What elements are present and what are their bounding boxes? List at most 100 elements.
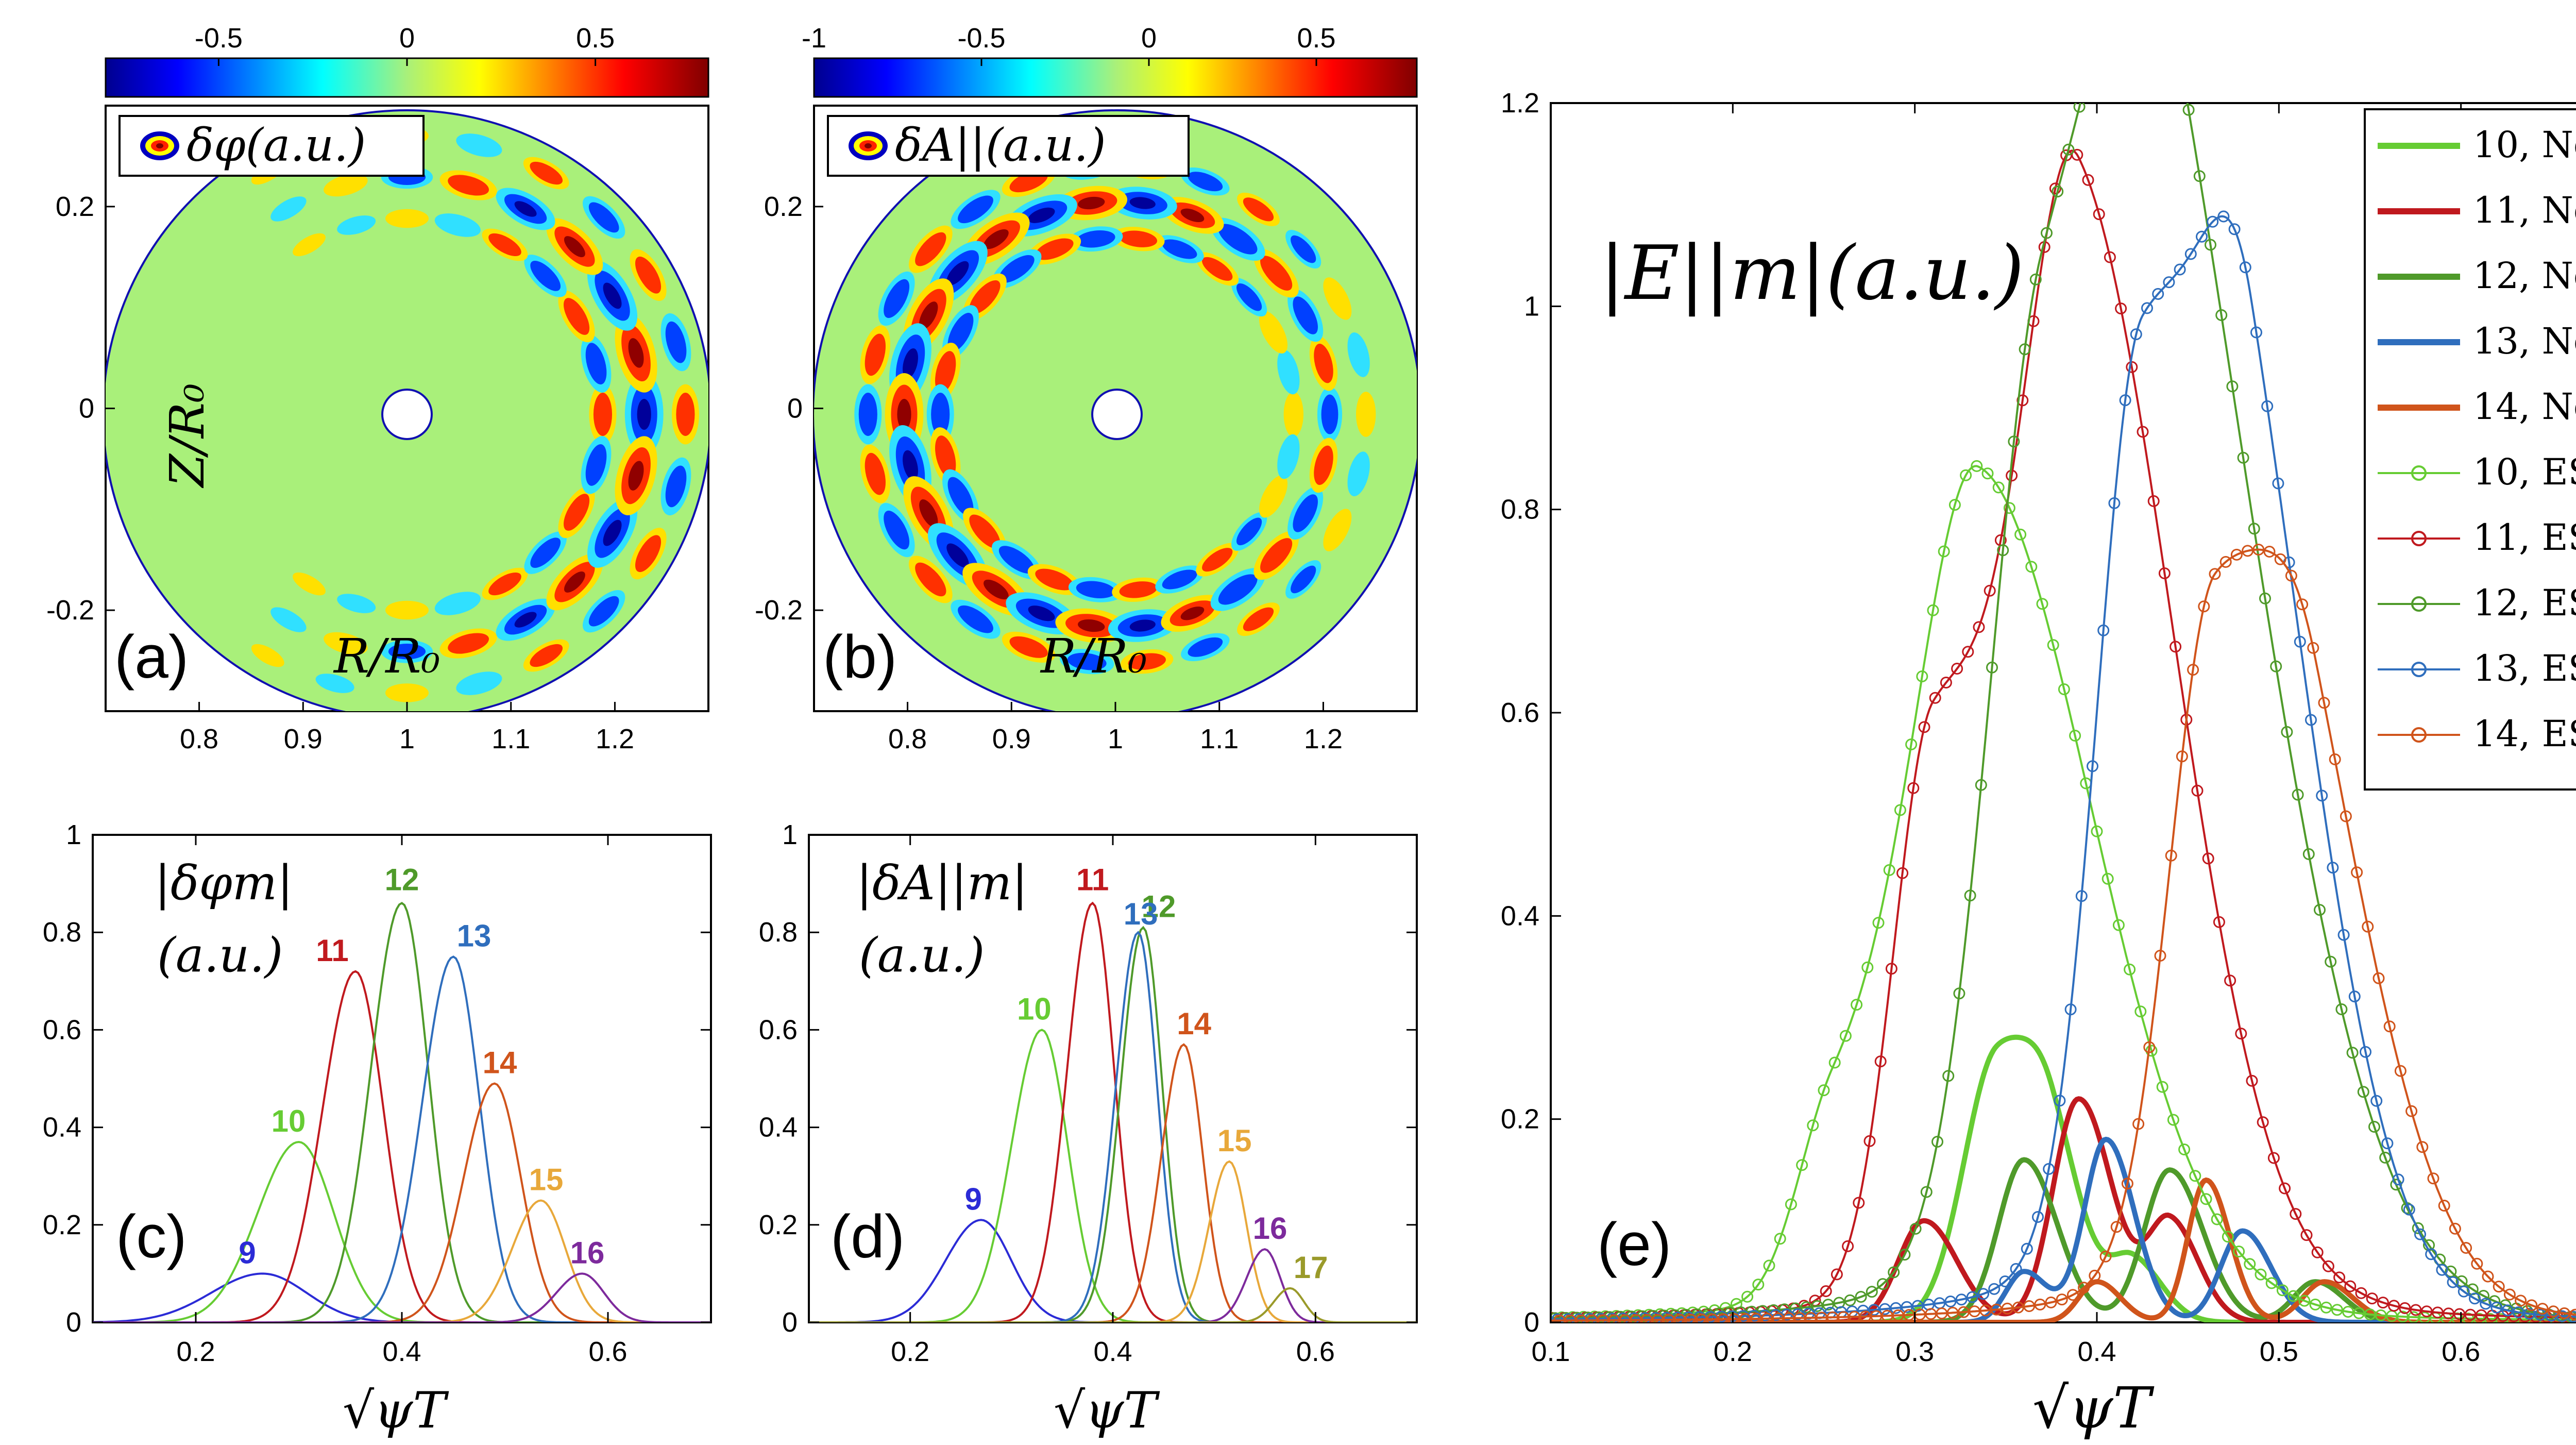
curve-net-m11 xyxy=(1551,1096,2576,1322)
es-marker xyxy=(1981,467,1994,480)
es-marker xyxy=(2228,223,2241,236)
axis-ticks-d: 0.2 0.4 0.6 0 0.2 0.4 0.6 0.8 1 xyxy=(759,819,1417,1367)
es-marker xyxy=(2075,890,2088,902)
es-marker xyxy=(2445,1265,2457,1278)
legend-marker xyxy=(2411,662,2427,677)
es-marker xyxy=(2029,273,2042,285)
colorbar-b-ticks: -1 -0.5 0 0.5 xyxy=(802,23,1336,66)
es-marker xyxy=(2302,848,2315,860)
x-tick-label: 0.4 xyxy=(382,1336,421,1367)
mode-blob-peak xyxy=(946,543,969,568)
es-marker xyxy=(2021,1242,2033,1255)
mode-blob xyxy=(337,594,376,613)
y-tick-label: 0.2 xyxy=(759,1209,798,1240)
es-marker xyxy=(1938,545,1950,558)
es-marker xyxy=(1888,1266,1900,1279)
mode-label-13: 13 xyxy=(457,919,492,953)
es-marker xyxy=(2305,714,2317,726)
es-marker xyxy=(2390,1179,2402,1191)
es-marker xyxy=(2333,1271,2346,1284)
es-marker xyxy=(2207,215,2219,228)
title-c-line1: |δφm| xyxy=(155,855,293,911)
mode-blob-peak xyxy=(946,261,969,285)
es-marker xyxy=(1973,621,1985,633)
mode-blob-core xyxy=(935,435,956,478)
es-marker xyxy=(2217,210,2230,223)
es-marker xyxy=(2558,1307,2570,1319)
es-marker xyxy=(1988,1283,2001,1295)
es-marker xyxy=(2213,916,2225,928)
mode-blob-core xyxy=(1119,230,1158,247)
es-marker xyxy=(2016,394,2029,407)
mode-blob-peak xyxy=(984,229,1009,249)
es-marker xyxy=(2047,639,2059,651)
es-marker xyxy=(1863,1135,1876,1147)
x-tick-label: 0.3 xyxy=(1895,1336,1934,1367)
y-tick-label: 0.4 xyxy=(759,1112,798,1143)
mode-blob-core xyxy=(585,444,607,486)
panel-label-b: (b) xyxy=(823,623,897,691)
es-marker xyxy=(2274,553,2286,565)
es-marker xyxy=(2198,600,2210,613)
y-tick-label: 0.8 xyxy=(43,917,81,948)
es-marker xyxy=(1896,867,1909,879)
legend-entry: 10, ES xyxy=(2473,451,2576,493)
es-marker xyxy=(2078,1282,2090,1294)
legend-marker xyxy=(2411,465,2427,481)
colorbar-tick-label: 0 xyxy=(399,23,415,54)
es-marker xyxy=(2337,929,2350,941)
x-tick-label: 1.1 xyxy=(492,724,530,754)
es-marker xyxy=(2276,1284,2289,1297)
mode-blob xyxy=(315,674,354,693)
mode-curve-13 xyxy=(809,931,1417,1322)
mode-blob xyxy=(1277,349,1300,395)
mode-blob-core xyxy=(884,510,910,550)
mode-label-14: 14 xyxy=(1177,1006,1211,1041)
colorbar-tick-label: 0.5 xyxy=(1297,23,1335,54)
es-marker xyxy=(2372,972,2385,984)
es-marker xyxy=(1741,1290,1754,1303)
es-marker xyxy=(2449,1222,2461,1235)
es-marker xyxy=(1831,1268,1843,1281)
mode-blob-core xyxy=(1243,197,1274,222)
mode-blob xyxy=(385,683,429,702)
es-marker xyxy=(2134,1005,2147,1018)
es-marker xyxy=(2115,303,2127,315)
mode-blob-core xyxy=(935,351,956,393)
mode-blob-core xyxy=(1202,257,1233,281)
es-marker xyxy=(2200,1193,2212,1205)
mode-blob-core xyxy=(998,255,1035,283)
mode-blob-core xyxy=(1067,652,1107,670)
es-marker xyxy=(2342,1306,2354,1318)
mode-label-10: 10 xyxy=(272,1104,306,1138)
mode-blob-core xyxy=(1202,548,1233,572)
mode-blob-core xyxy=(1260,256,1293,291)
ylabel-a: Z/R₀ xyxy=(160,383,215,489)
mode-blob-peak xyxy=(919,499,938,527)
es-marker xyxy=(2165,849,2177,862)
es-marker xyxy=(2182,104,2195,116)
colorbar-b xyxy=(813,57,1418,98)
es-marker xyxy=(1811,1300,1823,1312)
mode-blob-core xyxy=(947,313,974,352)
es-marker xyxy=(1855,1291,1867,1303)
es-marker xyxy=(2480,1298,2492,1310)
es-marker xyxy=(2263,546,2276,558)
mode-blob-peak xyxy=(984,579,1009,600)
mode-blob-core xyxy=(1293,494,1318,532)
mode-blob-core xyxy=(676,393,695,436)
es-marker xyxy=(2163,276,2175,289)
mode-blob-core xyxy=(1291,565,1316,594)
es-marker xyxy=(1929,692,1941,704)
es-marker xyxy=(2571,1314,2576,1322)
mode-blob xyxy=(1277,434,1300,479)
x-tick-label: 0.2 xyxy=(891,1336,929,1367)
es-marker xyxy=(2205,239,2216,251)
mode-label-9: 9 xyxy=(239,1235,256,1270)
es-marker xyxy=(2392,1173,2404,1186)
y-tick-label: 0.2 xyxy=(43,1209,81,1240)
legend-a xyxy=(118,115,425,177)
y-tick-label: 0 xyxy=(1524,1307,1539,1338)
mode-blob-core xyxy=(635,535,662,573)
es-marker xyxy=(2064,1003,2077,1016)
